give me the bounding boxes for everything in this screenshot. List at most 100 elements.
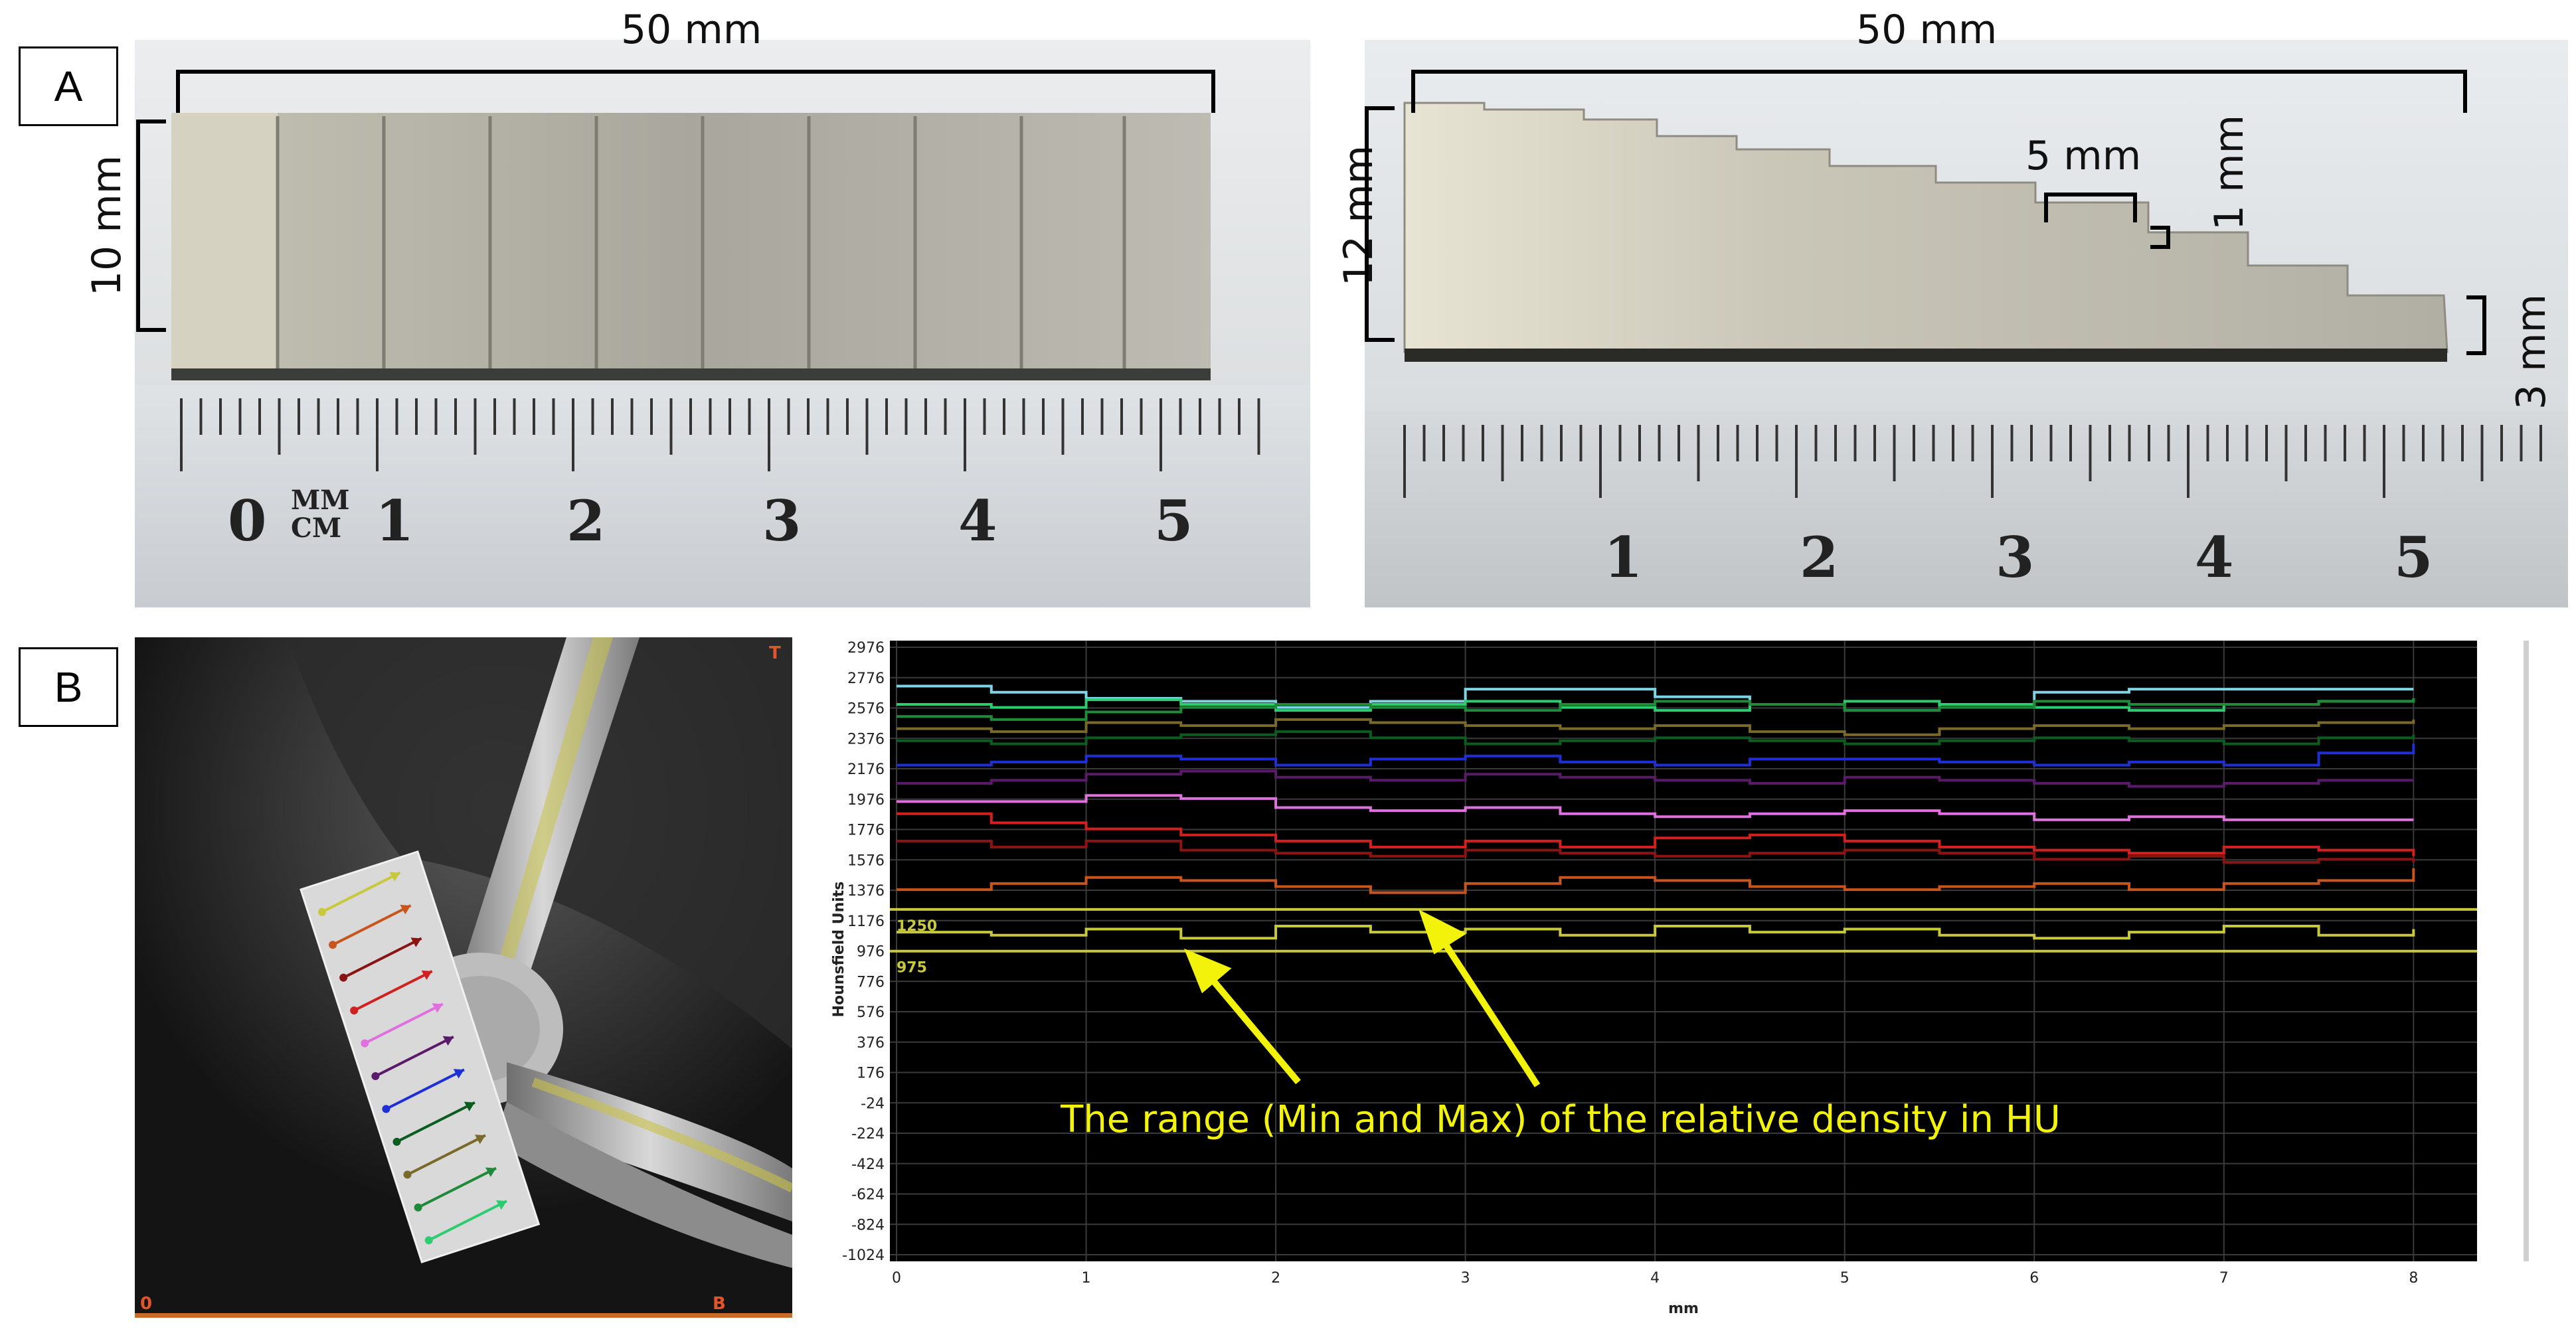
corner-label-t: T: [769, 643, 781, 663]
x-tick-label: 1: [1082, 1270, 1091, 1287]
corner-label-b: B: [713, 1294, 726, 1314]
step-length-label: 5 mm: [2025, 133, 2142, 179]
series-line: [897, 769, 2414, 788]
y-tick-label: -24: [861, 1095, 885, 1112]
series-line: [897, 730, 2415, 746]
chart-scrollbar[interactable]: [2524, 641, 2529, 1261]
photo-stepped-wedge: [1365, 40, 2568, 607]
wedge-measurement-arrows: [317, 871, 508, 1245]
ruler-number-0: 0: [228, 488, 267, 554]
y-tick-labels: 2976 2776 2576 2376 2176 1976 1776 1576 1376 1176…: [842, 640, 885, 1264]
ruler-number-2: 2: [566, 488, 606, 554]
wedge-arrow-head: [464, 1101, 475, 1111]
ruler-unit-cm: CM: [291, 513, 342, 544]
wedge-arrow-head: [474, 1135, 486, 1144]
wedge-arrow-head: [496, 1200, 507, 1210]
annotation-arrows: [1183, 909, 1541, 1087]
wedge-arrow-head: [442, 1036, 454, 1046]
ruler-number-1: 1: [375, 488, 414, 554]
wedge-arrow-start: [329, 941, 337, 949]
length-label-left: 50 mm: [621, 7, 762, 53]
y-tick-label: 176: [857, 1065, 885, 1082]
y-tick-label: 2176: [847, 761, 885, 778]
y-tick-label: -824: [851, 1217, 885, 1233]
ruler-ticks-left: [180, 398, 1260, 471]
threshold-lines: 1250 975: [890, 907, 2477, 977]
wedge-arrow-start: [424, 1236, 433, 1245]
ruler-number-3: 3: [762, 488, 802, 554]
y-tick-label: -1024: [842, 1247, 885, 1264]
ruler-right-number-4: 4: [2195, 524, 2234, 590]
x-tick-label: 2: [1271, 1270, 1280, 1287]
ruler-number-4: 4: [958, 488, 997, 554]
height-bracket-left: [136, 119, 166, 332]
wedge-arrow: [343, 937, 422, 979]
step-height-bracket: [2150, 226, 2170, 249]
x-tick-label: 8: [2409, 1270, 2418, 1287]
series-line: [897, 718, 2415, 736]
x-tick-label: 5: [1840, 1270, 1849, 1287]
y-tick-label: 1976: [847, 792, 885, 809]
length-label-right: 50 mm: [1856, 7, 1998, 53]
density-profile-chart-svg: 2976277625762376217619761776157613761176…: [797, 637, 2557, 1318]
wedge-arrow: [353, 970, 433, 1012]
wedge-arrow: [332, 904, 412, 947]
ruler-right-number-1: 1: [1604, 524, 1643, 590]
x-tick-label: 3: [1461, 1270, 1470, 1287]
y-tick-label: 1376: [847, 883, 885, 900]
y-tick-label: 376: [857, 1035, 885, 1052]
wedge-arrow: [417, 1166, 497, 1209]
series-line: [897, 794, 2414, 821]
y-tick-label: 2376: [847, 731, 885, 748]
x-tick-label: 7: [2219, 1270, 2229, 1287]
length-bracket-right: [1411, 70, 2467, 113]
x-tick-labels: 0 1 2 3 4 5 6 7 8: [892, 1270, 2418, 1287]
x-axis-label: mm: [1668, 1301, 1699, 1317]
wedge-arrow-head: [400, 904, 411, 915]
wedge-arrow: [385, 1068, 465, 1111]
wedge-arrow-start: [392, 1137, 401, 1146]
wedge-arrow-start: [403, 1170, 412, 1179]
threshold-label: 975: [897, 960, 927, 977]
y-tick-label: -424: [851, 1156, 885, 1173]
height-bracket-right: [1365, 106, 1395, 342]
series-line: [897, 839, 2415, 864]
grid: [890, 641, 2477, 1261]
y-tick-label: 2776: [847, 670, 885, 687]
photo-rectangular-bar: [135, 40, 1310, 607]
ruler-unit-mm: MM: [291, 485, 350, 516]
wedge-arrow-head: [453, 1069, 464, 1079]
wedge-arrow-start: [317, 907, 326, 916]
y-tick-label: 1776: [847, 823, 885, 839]
ruler-right-number-2: 2: [1800, 524, 1839, 590]
step-length-bracket: [2044, 193, 2137, 222]
ruler-right-number-3: 3: [1996, 524, 2035, 590]
wedge-arrow-head: [389, 872, 400, 882]
step-height-label: 1 mm: [2206, 114, 2253, 231]
panel-a-label: A: [19, 46, 118, 126]
wedge-arrow-head: [410, 937, 422, 947]
series-line: [897, 868, 2415, 894]
series-line: [897, 698, 2415, 721]
y-tick-label: -624: [851, 1187, 885, 1204]
wedge-arrow-start: [361, 1039, 369, 1048]
panel-b-label: B: [19, 647, 118, 727]
wedge-arrow: [364, 1002, 444, 1045]
corner-label-0: 0: [140, 1294, 152, 1314]
x-tick-label: 4: [1650, 1270, 1660, 1287]
photo-stepped-wedge-graphic: [1365, 40, 2568, 607]
y-tick-label: -224: [851, 1126, 885, 1143]
y-tick-label: 1176: [847, 913, 885, 930]
series-line: [897, 924, 2415, 940]
wedge-arrow: [375, 1036, 454, 1077]
wedge-arrow-start: [350, 1006, 359, 1015]
wedge-arrow-head: [432, 1003, 443, 1013]
xray-image-graphic: T 0 B: [135, 637, 792, 1318]
ruler-ticks-right: [1403, 425, 2542, 498]
wedge-arrow-head: [421, 970, 432, 981]
y-tick-label: 576: [857, 1004, 885, 1021]
series-line: [897, 744, 2415, 767]
series-line: [897, 698, 2415, 712]
ruler-right-number-5: 5: [2394, 524, 2433, 590]
photo-rectangular-bar-graphic: [135, 40, 1310, 607]
